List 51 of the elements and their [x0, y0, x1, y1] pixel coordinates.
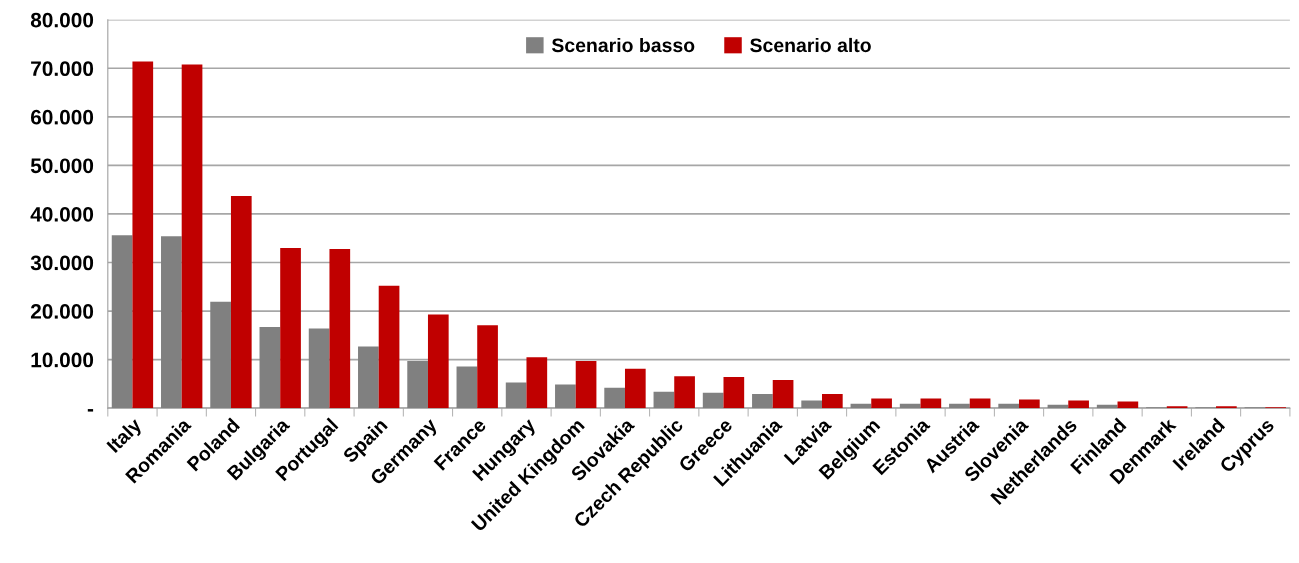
y-tick-label: 80.000 — [30, 12, 94, 28]
y-tick-label: 10.000 — [31, 352, 94, 368]
bar — [920, 398, 942, 409]
bar — [111, 235, 133, 409]
y-tick-label: 20.000 — [30, 304, 94, 319]
bar — [526, 357, 548, 409]
legend-label: Scenario alto — [750, 37, 871, 53]
bar — [1068, 400, 1089, 409]
bar — [1019, 399, 1040, 409]
bar — [822, 394, 843, 409]
y-tick-label: 30.000 — [30, 255, 94, 271]
bar — [998, 403, 1020, 409]
bar — [259, 327, 281, 409]
bar — [723, 377, 745, 409]
bar — [132, 61, 154, 409]
legend-label: Scenario basso — [551, 37, 695, 53]
bar — [949, 403, 970, 409]
bar — [230, 195, 252, 409]
bar — [653, 391, 675, 409]
bar — [407, 361, 428, 409]
bar — [181, 64, 203, 409]
bar — [210, 301, 231, 409]
bar — [505, 382, 527, 409]
bar — [604, 387, 625, 409]
bar — [801, 400, 822, 409]
bar — [702, 392, 724, 409]
y-tick-label: 40.000 — [30, 206, 94, 222]
bar — [329, 248, 351, 409]
bar — [969, 398, 991, 409]
bar — [772, 380, 794, 409]
bar — [674, 376, 695, 409]
bar — [575, 361, 597, 409]
bar — [378, 285, 400, 409]
bar — [624, 368, 646, 409]
bar — [280, 247, 301, 409]
bar — [1096, 404, 1118, 409]
bar — [358, 346, 379, 409]
y-tick-label: - — [87, 409, 94, 412]
bar — [456, 366, 478, 409]
bar — [555, 384, 576, 409]
bar — [427, 314, 449, 409]
bar — [161, 236, 182, 409]
bar — [752, 394, 773, 409]
y-tick-label: 70.000 — [31, 61, 94, 77]
bar — [477, 325, 498, 409]
y-tick-label: 50.000 — [30, 158, 94, 174]
bar — [899, 403, 921, 409]
y-tick-label: 60.000 — [30, 109, 94, 125]
bar — [1117, 401, 1139, 409]
bar — [308, 328, 330, 409]
bar — [871, 398, 892, 409]
